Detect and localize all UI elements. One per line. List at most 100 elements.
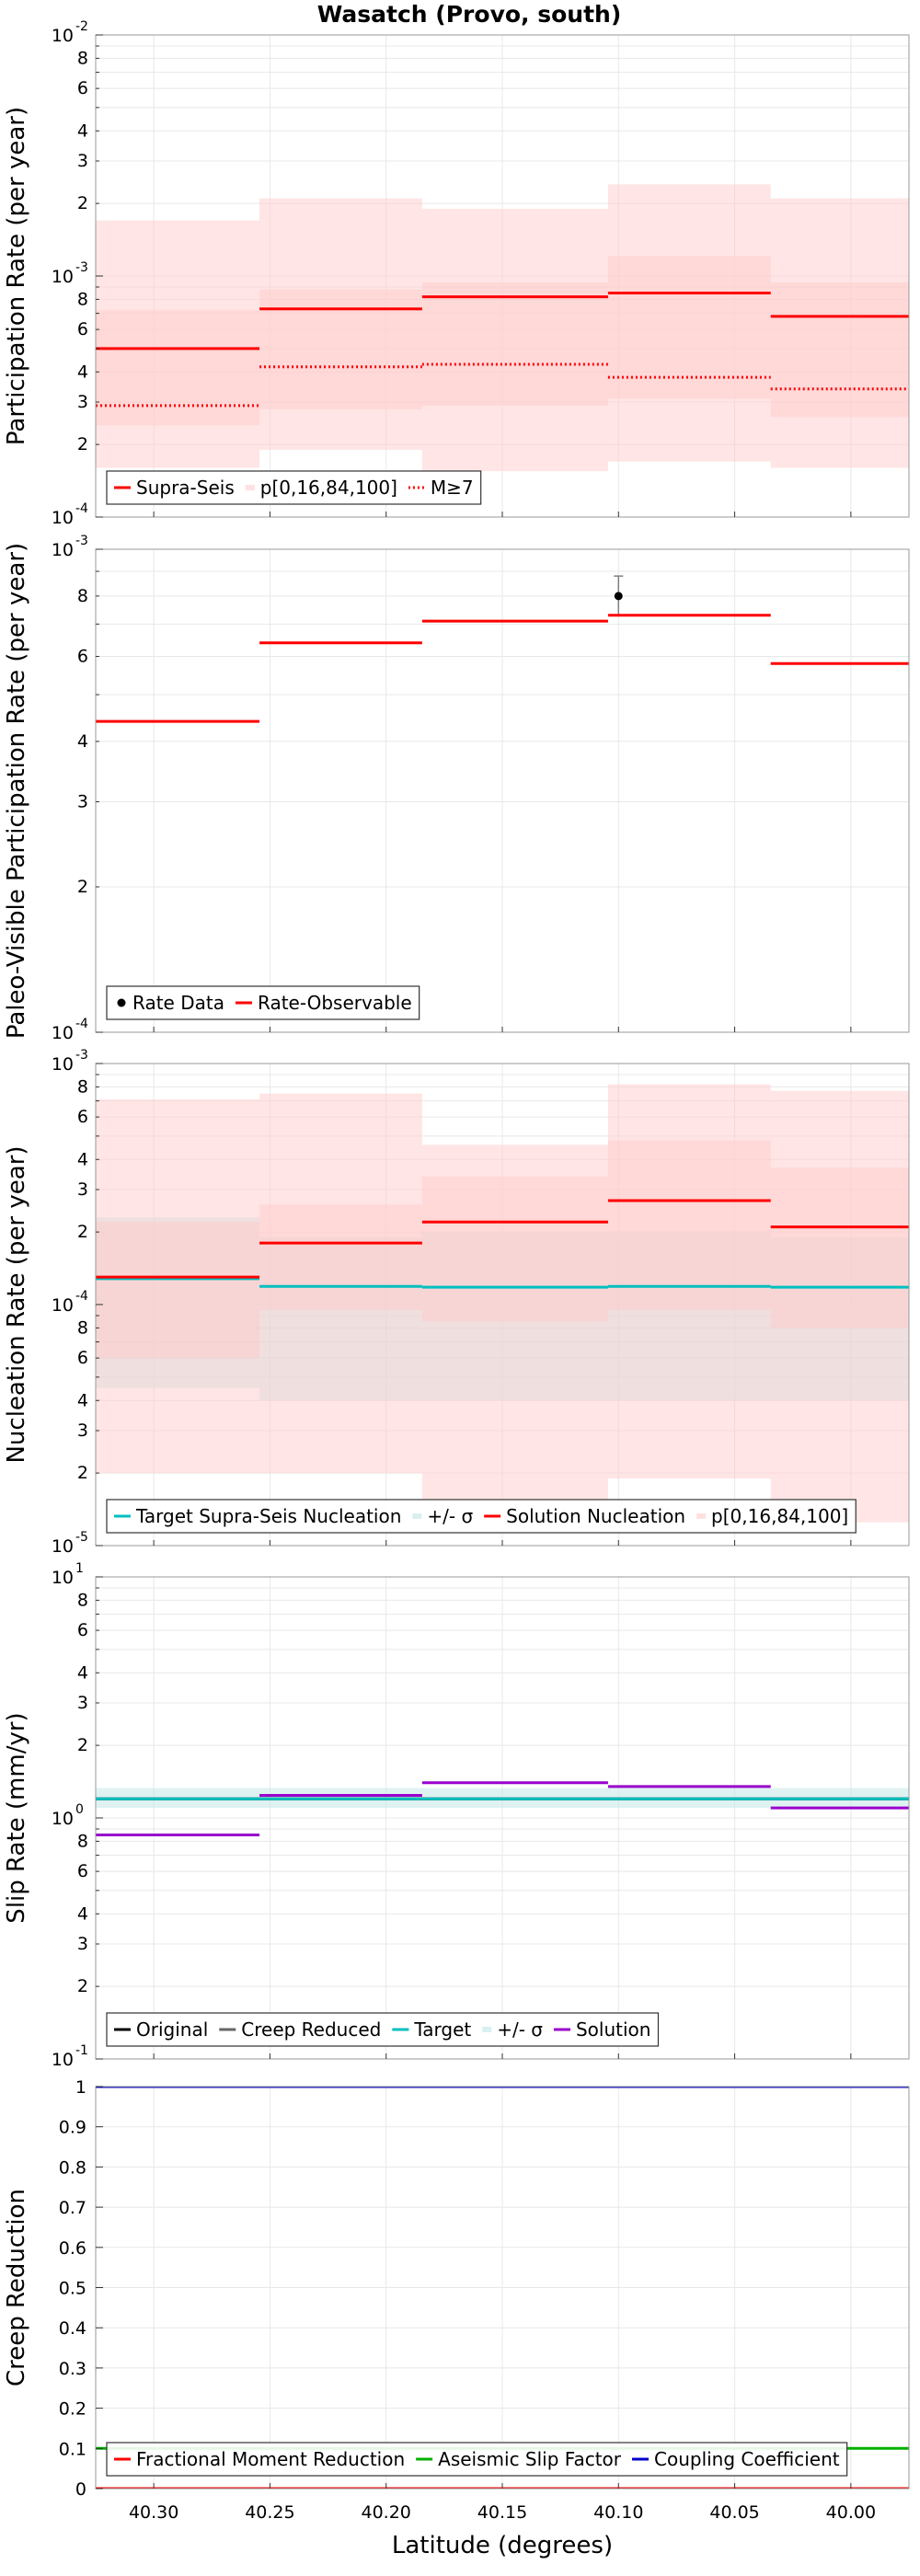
legend-label: Coupling Coefficient xyxy=(654,2448,840,2470)
y-tick-label: 6 xyxy=(77,646,88,666)
legend-label: Target xyxy=(413,2018,471,2041)
y-tick-label: 6 xyxy=(77,78,88,98)
y-tick-label: 10 xyxy=(52,1054,74,1075)
x-tick-label: 40.25 xyxy=(245,2502,294,2523)
y-tick-label: 4 xyxy=(77,121,88,141)
x-ticks: 40.30 40.25 40.20 40.15 40.10 40.05 40.00 xyxy=(129,2483,876,2523)
y-tick-labels: 0 0.1 0.2 0.3 0.4 0.5 0.6 0.7 0.8 0.9 1 xyxy=(59,2077,103,2500)
y-tick-label: 8 xyxy=(77,48,88,68)
y-tick-label: 8 xyxy=(77,289,88,309)
x-ticks xyxy=(153,1027,852,1032)
legend-entry: Target Supra-Seis Nucleation xyxy=(114,1505,401,1527)
legend: Original Creep Reduced Target +/- σ Solution xyxy=(106,2012,660,2047)
series-p-0-16-84-100--inner-band xyxy=(96,256,909,426)
x-tick-label: 40.10 xyxy=(593,2502,643,2523)
y-tick-label: 8 xyxy=(77,1831,88,1851)
grid xyxy=(96,548,909,1033)
y-tick-label: 10 xyxy=(52,26,74,46)
y-tick-exponent: -1 xyxy=(75,2043,88,2058)
y-tick-label: 4 xyxy=(77,1149,88,1169)
y-tick-label: 8 xyxy=(77,1317,88,1338)
grid xyxy=(96,1576,909,2060)
legend: Supra-Seis p[0,16,84,100] M≥7 xyxy=(106,470,482,505)
y-tick-label: 8 xyxy=(77,1076,88,1097)
y-tick-label: 2 xyxy=(77,1222,88,1242)
legend-entry: M≥7 xyxy=(408,477,474,499)
series-solution xyxy=(96,1781,909,1836)
y-tick-exponent: -2 xyxy=(75,19,88,34)
band-segment xyxy=(770,1167,909,1328)
y-tick-label: 8 xyxy=(77,1590,88,1610)
legend-entry: p[0,16,84,100] xyxy=(696,1505,848,1527)
y-tick-label: 10 xyxy=(52,1295,74,1316)
y-tick-label: 4 xyxy=(77,362,88,382)
y-tick-label: 0.8 xyxy=(59,2157,86,2178)
y-tick-label: 3 xyxy=(77,1693,88,1713)
y-tick-label: 3 xyxy=(77,1420,88,1441)
legend: Fractional Moment Reduction Aseismic Slip… xyxy=(106,2442,848,2477)
y-tick-label: 2 xyxy=(77,877,88,897)
y-tick-label: 10 xyxy=(52,508,74,528)
y-tick-label: 0.1 xyxy=(59,2439,86,2459)
legend-label: Aseismic Slip Factor xyxy=(438,2448,622,2470)
legend-entry: p[0,16,84,100] xyxy=(245,477,397,499)
y-tick-label: 0 xyxy=(75,2479,86,2500)
legend-entry: Target xyxy=(392,2018,471,2041)
legend-box xyxy=(106,2012,660,2047)
legend-entry: Creep Reduced xyxy=(219,2018,381,2041)
legend-entry: Fractional Moment Reduction xyxy=(114,2448,405,2470)
legend-label: p[0,16,84,100] xyxy=(711,1505,848,1527)
y-tick-label: 0.5 xyxy=(59,2279,86,2299)
y-tick-label: 0.7 xyxy=(59,2198,86,2218)
y-tick-exponent: -4 xyxy=(75,501,88,516)
band-segment xyxy=(607,256,771,399)
legend-label: +/- σ xyxy=(427,1505,473,1527)
series-m-7 xyxy=(96,362,909,408)
legend-label: Solution Nucleation xyxy=(506,1505,685,1527)
band-segment xyxy=(421,282,608,406)
y-tick-exponent: -3 xyxy=(75,260,88,275)
y-tick-label: 10 xyxy=(52,1809,74,1829)
y-tick-label: 3 xyxy=(77,151,88,171)
legend-label: M≥7 xyxy=(431,477,474,499)
legend: Rate Data Rate-Observable xyxy=(106,985,420,1020)
series-target-supra-seis-nucleation xyxy=(96,1277,909,1289)
legend-box xyxy=(106,985,420,1020)
y-tick-label: 2 xyxy=(77,1463,88,1483)
y-tick-label: 4 xyxy=(77,1390,88,1410)
x-ticks xyxy=(153,2053,852,2059)
legend-label: Rate-Observable xyxy=(258,992,412,1014)
band-segment xyxy=(259,1204,422,1310)
x-tick-label: 40.00 xyxy=(826,2502,876,2523)
legend-entry: Solution xyxy=(553,2018,650,2041)
legend-entry: Original xyxy=(114,2018,208,2041)
y-tick-label: 6 xyxy=(77,1348,88,1368)
y-tick-label: 2 xyxy=(77,434,88,454)
x-ticks xyxy=(153,1540,852,1546)
y-tick-label: 0.4 xyxy=(59,2318,86,2339)
band-segment xyxy=(421,1176,608,1322)
legend-box xyxy=(106,2442,848,2477)
y-tick-label: 0.9 xyxy=(59,2118,86,2138)
y-axis-label: Participation Rate (per year) xyxy=(3,107,30,445)
legend-box xyxy=(106,470,482,505)
y-tick-exponent: 0 xyxy=(75,1802,84,1817)
chart-title: Wasatch (Provo, south) xyxy=(317,1,622,28)
legend-entry: Rate Data xyxy=(117,992,224,1014)
y-tick-label: 3 xyxy=(77,1179,88,1200)
legend-entry: Rate-Observable xyxy=(235,992,412,1014)
y-tick-exponent: -4 xyxy=(75,1289,88,1304)
series-solution-nucleation xyxy=(96,1199,909,1279)
y-tick-label: 4 xyxy=(77,1903,88,1924)
y-tick-exponent: 1 xyxy=(75,1561,84,1576)
y-tick-label: 6 xyxy=(77,1107,88,1127)
y-axis-label: Nucleation Rate (per year) xyxy=(3,1145,30,1463)
legend-label: Solution xyxy=(576,2018,650,2041)
y-tick-label: 10 xyxy=(52,2050,74,2070)
legend-label: Rate Data xyxy=(132,992,224,1014)
y-tick-label: 4 xyxy=(77,1662,88,1683)
